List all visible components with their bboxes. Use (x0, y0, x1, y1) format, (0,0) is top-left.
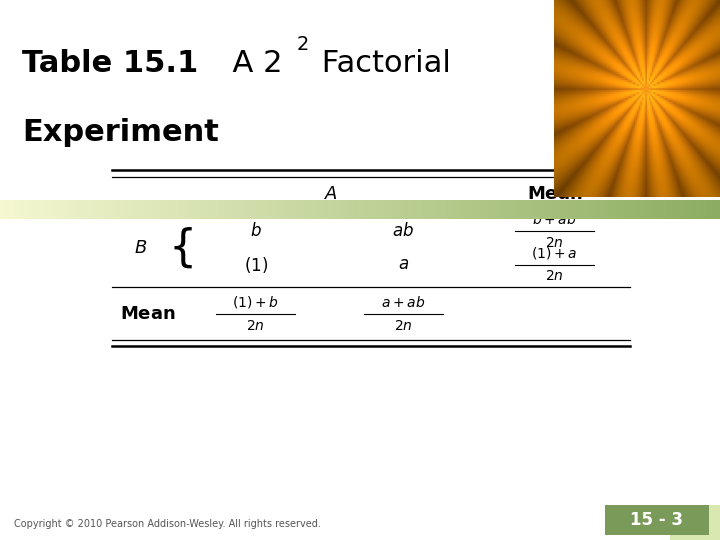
Text: $a+ab$: $a+ab$ (381, 295, 426, 310)
Text: $b+ab$: $b+ab$ (532, 212, 577, 227)
Text: Copyright © 2010 Pearson Addison-Wesley. All rights reserved.: Copyright © 2010 Pearson Addison-Wesley.… (14, 519, 321, 529)
Text: $ab$: $ab$ (392, 222, 414, 240)
Text: $\mathbf{Mean}$: $\mathbf{Mean}$ (120, 305, 176, 323)
Text: $\mathbf{Mean}$: $\mathbf{Mean}$ (526, 185, 582, 204)
Text: $\{$: $\{$ (168, 226, 192, 270)
Text: $2n$: $2n$ (545, 236, 564, 250)
Text: 15 - 3: 15 - 3 (631, 511, 683, 529)
Text: Experiment: Experiment (22, 118, 219, 147)
Text: A 2: A 2 (213, 49, 283, 78)
Text: $B$: $B$ (134, 239, 147, 257)
Text: $A$: $A$ (324, 185, 338, 204)
Text: $2n$: $2n$ (394, 319, 413, 333)
Text: $(1)+a$: $(1)+a$ (531, 245, 577, 261)
Text: $a$: $a$ (397, 256, 409, 273)
Bar (670, 505, 720, 540)
Text: Factorial: Factorial (312, 49, 451, 78)
Text: 2: 2 (297, 36, 309, 55)
Text: $2n$: $2n$ (545, 269, 564, 284)
Text: $(1)+b$: $(1)+b$ (232, 294, 279, 310)
Text: $(1)$: $(1)$ (243, 254, 268, 275)
Text: $2n$: $2n$ (246, 319, 265, 333)
Bar (605, 505, 709, 535)
Text: Table 15.1: Table 15.1 (22, 49, 199, 78)
Text: $b$: $b$ (250, 222, 261, 240)
